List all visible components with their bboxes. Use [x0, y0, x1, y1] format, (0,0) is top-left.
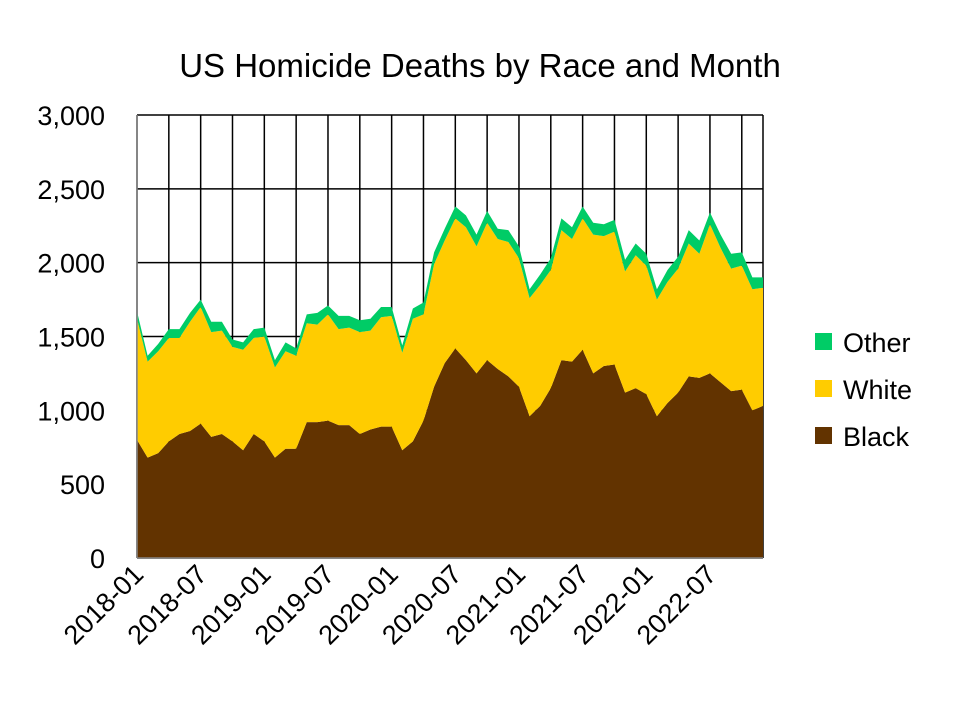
y-tick-label: 0 [90, 544, 105, 574]
x-axis: 2018-012018-072019-012019-072020-012020-… [58, 559, 722, 650]
area-black [137, 348, 763, 558]
area-white [137, 218, 763, 458]
legend-label: Other [843, 328, 911, 358]
y-tick-label: 3,000 [37, 101, 105, 131]
y-tick-label: 1,500 [37, 323, 105, 353]
legend-swatch [815, 380, 832, 397]
y-tick-label: 2,500 [37, 175, 105, 205]
legend-label: White [843, 375, 912, 405]
y-tick-label: 2,000 [37, 249, 105, 279]
legend: Other White Black [815, 328, 912, 452]
legend-item-white: White [815, 375, 912, 405]
y-tick-label: 500 [60, 470, 105, 500]
legend-item-black: Black [815, 422, 910, 452]
legend-swatch [815, 427, 832, 444]
areas [137, 206, 763, 558]
y-axis: 0 500 1,000 1,500 2,000 2,500 3,000 [37, 101, 105, 574]
legend-swatch [815, 333, 832, 350]
plot-frame [136, 115, 763, 559]
legend-label: Black [843, 422, 910, 452]
y-tick-label: 1,000 [37, 396, 105, 426]
legend-item-other: Other [815, 328, 911, 358]
chart-title: US Homicide Deaths by Race and Month [179, 47, 781, 84]
